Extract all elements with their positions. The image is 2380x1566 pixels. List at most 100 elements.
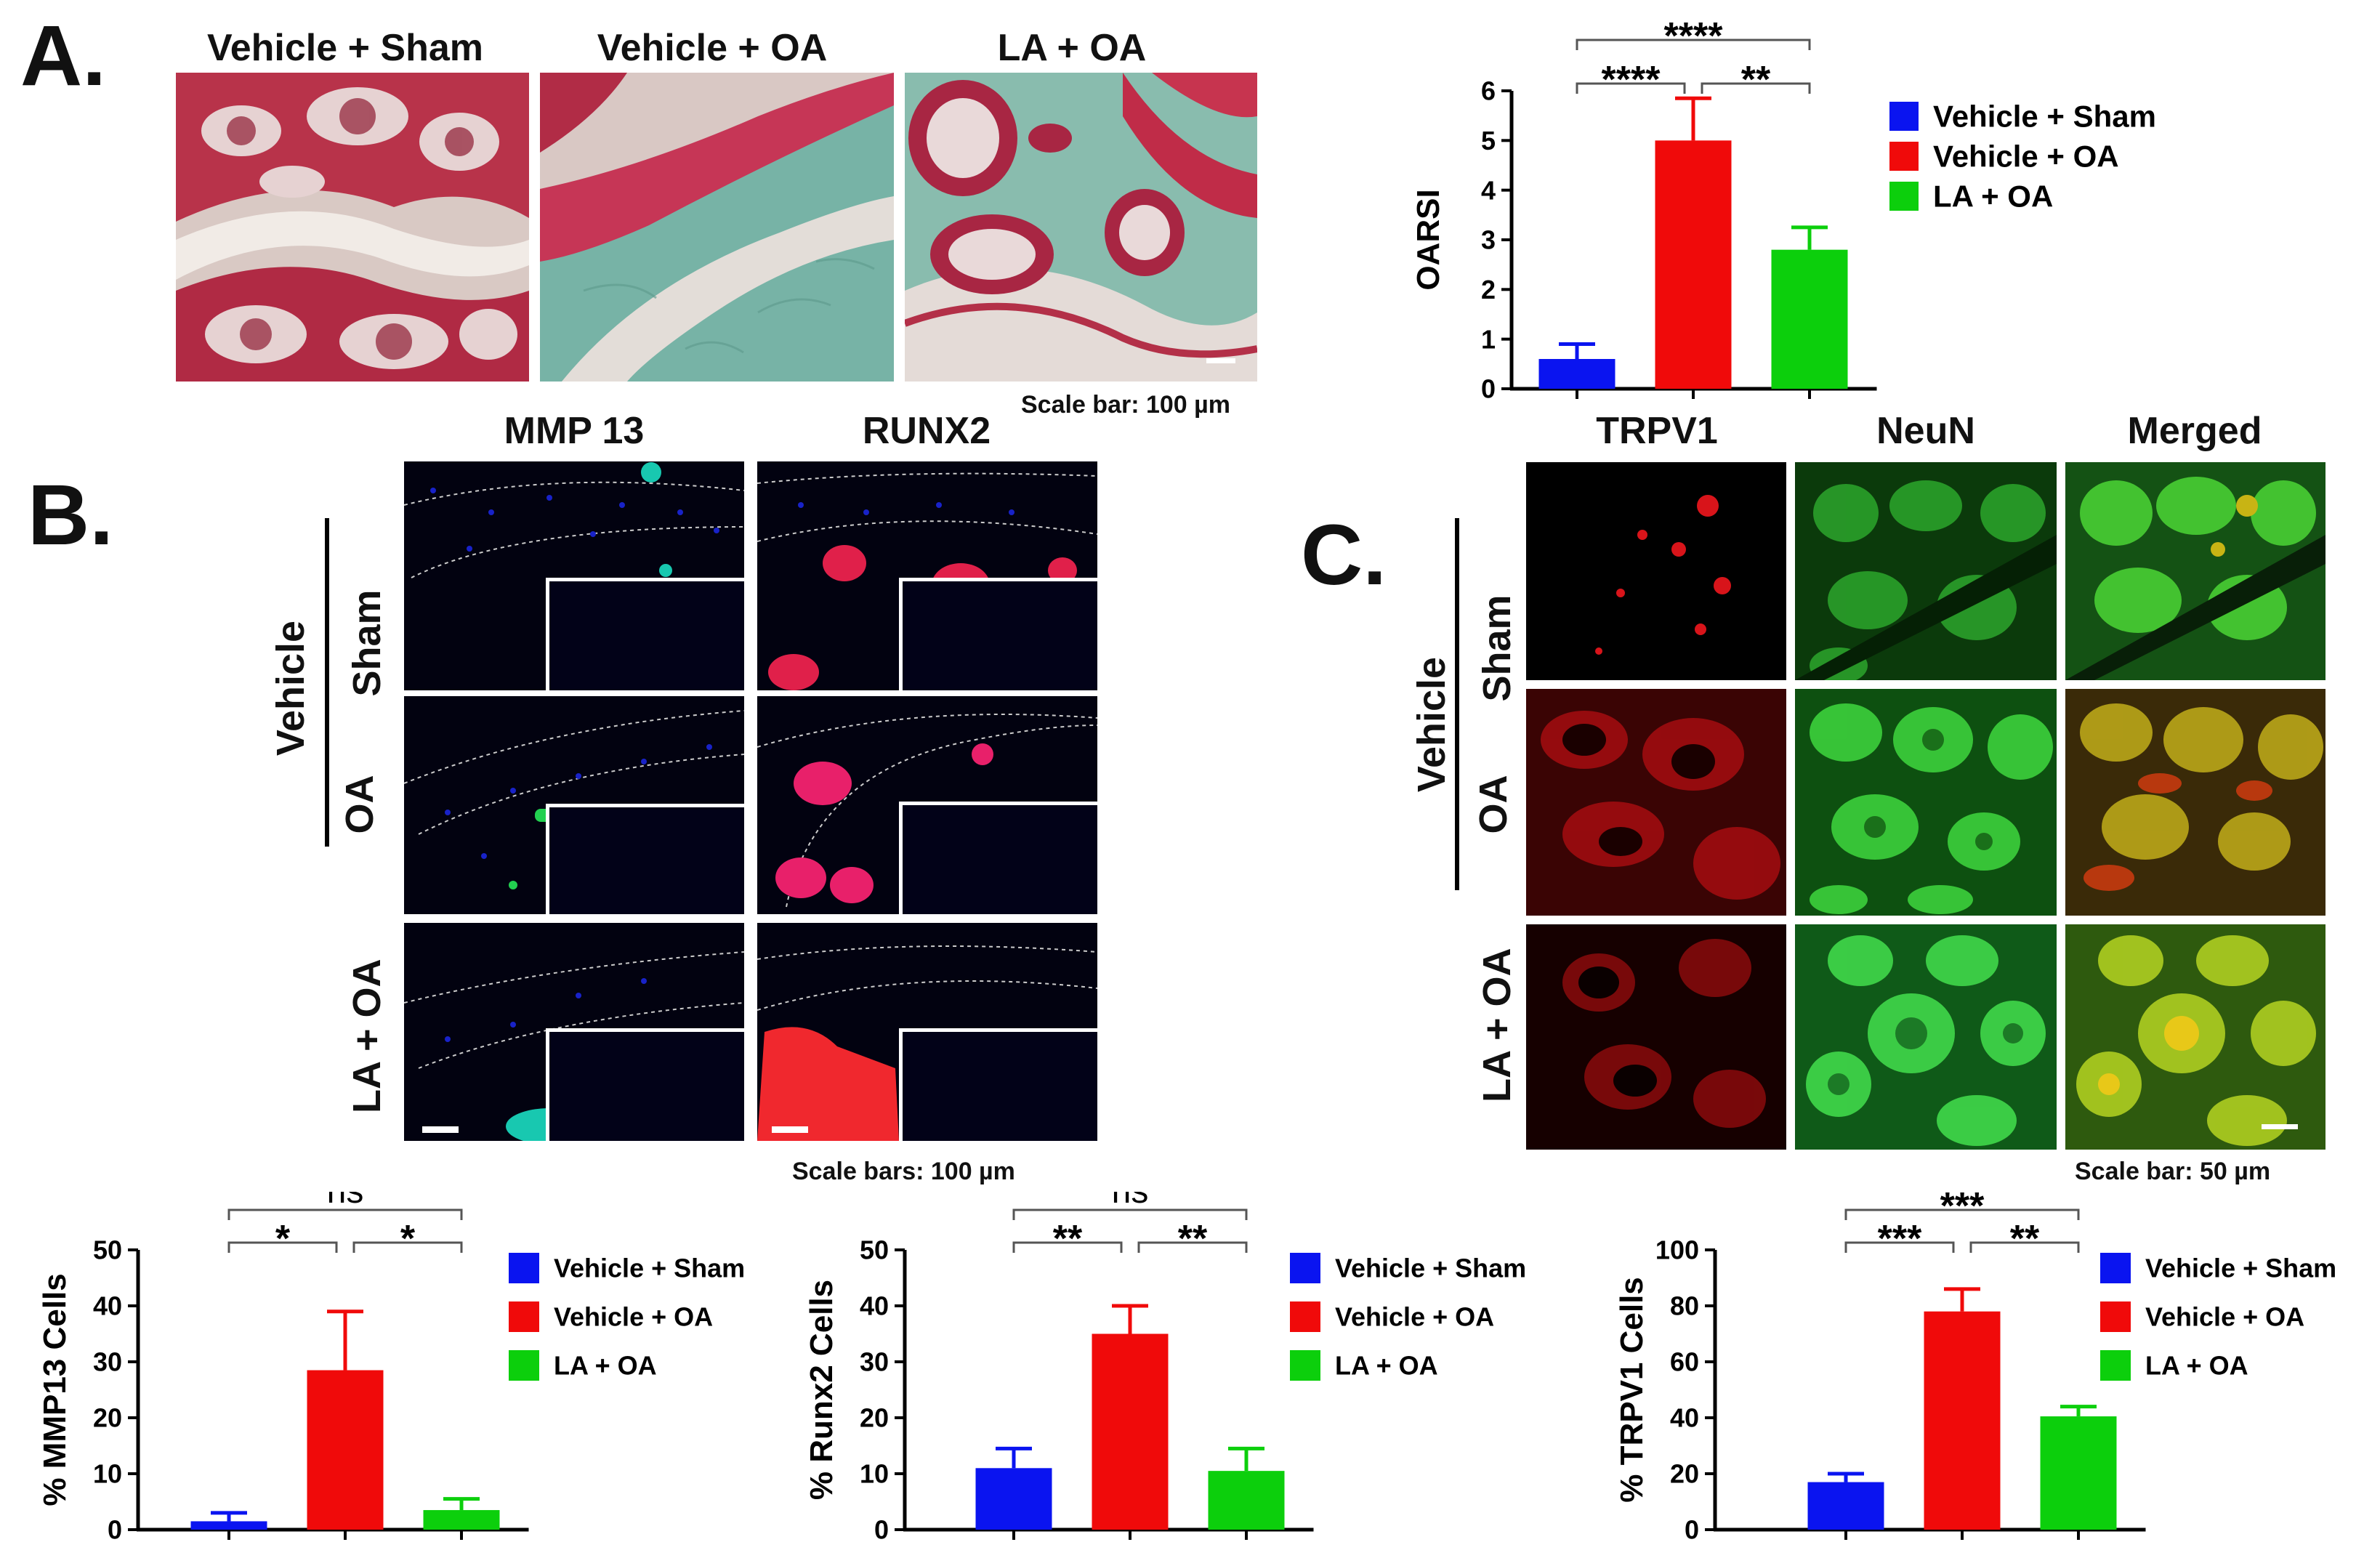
legend-label: Vehicle + Sham bbox=[554, 1254, 745, 1283]
neun-image-sham bbox=[1795, 462, 2057, 680]
significance-bracket bbox=[1012, 1208, 1248, 1220]
y-tick-label: 100 bbox=[1655, 1235, 1699, 1265]
panel-c-column-title: Merged bbox=[2127, 410, 2262, 452]
bar bbox=[1538, 359, 1615, 389]
y-tick-label: 30 bbox=[860, 1347, 889, 1377]
legend-label: Vehicle + Sham bbox=[1933, 100, 2156, 134]
significance-label: *** bbox=[1878, 1218, 1922, 1260]
y-tick-label: 50 bbox=[860, 1235, 889, 1265]
y-tick-label: 5 bbox=[1481, 126, 1496, 156]
significance-label: ns bbox=[327, 1192, 364, 1211]
bar bbox=[190, 1521, 267, 1530]
bar bbox=[307, 1370, 384, 1530]
trpv1-image-oa bbox=[1526, 689, 1786, 916]
scale-bar bbox=[422, 1126, 459, 1133]
significance-bracket bbox=[1844, 1208, 2080, 1220]
histology-image-vehicle-sham bbox=[176, 73, 529, 382]
y-axis-label: OARSI bbox=[1411, 189, 1446, 290]
legend-label: LA + OA bbox=[554, 1351, 657, 1381]
panel-c-row-label: Sham bbox=[1475, 594, 1519, 702]
legend-label: Vehicle + OA bbox=[2145, 1302, 2304, 1332]
panel-a-column-title: Vehicle + OA bbox=[597, 27, 828, 69]
y-tick-label: 40 bbox=[93, 1291, 122, 1321]
significance-bracket bbox=[1969, 1241, 2080, 1253]
legend-swatch bbox=[509, 1253, 539, 1283]
significance-bracket bbox=[1137, 1241, 1248, 1253]
y-tick-label: 20 bbox=[1670, 1459, 1699, 1489]
significance-label: ** bbox=[1178, 1218, 1208, 1260]
significance-bracket bbox=[227, 1208, 463, 1220]
panel-b-group-bracket bbox=[325, 518, 329, 847]
legend-swatch bbox=[1889, 102, 1919, 131]
legend-swatch bbox=[1290, 1301, 1320, 1332]
scale-bar bbox=[1206, 358, 1235, 363]
bar bbox=[1771, 249, 1848, 389]
significance-bracket bbox=[227, 1241, 338, 1253]
bar bbox=[1924, 1311, 2001, 1530]
y-tick-label: 0 bbox=[108, 1515, 122, 1545]
runx2-image-la-oa bbox=[757, 923, 1097, 1141]
neun-image-oa bbox=[1795, 689, 2057, 916]
legend-swatch bbox=[2100, 1301, 2131, 1332]
panel-b-group-label: Vehicle bbox=[269, 620, 312, 756]
panel-b-row-label: LA + OA bbox=[345, 958, 389, 1113]
legend-swatch bbox=[2100, 1253, 2131, 1283]
scale-bar bbox=[2262, 1124, 2298, 1129]
neun-image-la-oa bbox=[1795, 924, 2057, 1150]
y-tick-label: 2 bbox=[1481, 275, 1496, 304]
y-tick-label: 20 bbox=[93, 1403, 122, 1433]
panel-b-letter: B. bbox=[28, 467, 113, 563]
legend-label: LA + OA bbox=[2145, 1351, 2248, 1381]
panel-c-column-title: NeuN bbox=[1876, 410, 1975, 452]
mmp13-image-sham bbox=[404, 461, 744, 690]
trpv1-image-sham bbox=[1526, 462, 1786, 680]
y-axis-label: % Runx2 Cells bbox=[804, 1280, 839, 1500]
legend-swatch bbox=[2100, 1350, 2131, 1381]
mmp13-image-oa bbox=[404, 696, 744, 914]
panel-a-column-title: LA + OA bbox=[997, 27, 1147, 69]
significance-label: **** bbox=[1602, 59, 1661, 101]
bar bbox=[975, 1468, 1052, 1530]
legend-label: Vehicle + Sham bbox=[2145, 1254, 2336, 1283]
y-tick-label: 10 bbox=[93, 1459, 122, 1489]
y-tick-label: 60 bbox=[1670, 1347, 1699, 1377]
histology-image-vehicle-oa bbox=[540, 73, 894, 382]
y-tick-label: 10 bbox=[860, 1459, 889, 1489]
panel-c-scale-text: Scale bar: 50 µm bbox=[2075, 1158, 2271, 1185]
trpv1-image-la-oa bbox=[1526, 924, 1786, 1150]
y-axis-label: % TRPV1 Cells bbox=[1614, 1277, 1650, 1503]
runx2-image-sham bbox=[757, 461, 1097, 690]
panel-a-letter: A. bbox=[20, 8, 106, 104]
legend-label: Vehicle + OA bbox=[1335, 1302, 1494, 1332]
runx2-chart: 0 10 20 30 40 50 % Runx2 Cells ** ** ns Vehicle + … bbox=[770, 1172, 1570, 1562]
merged-image-la-oa bbox=[2065, 924, 2325, 1150]
histology-image-la-oa bbox=[905, 73, 1257, 382]
legend-swatch bbox=[1290, 1253, 1320, 1283]
panel-a-scale-text: Scale bar: 100 µm bbox=[1021, 391, 1230, 419]
panel-b-column-title: MMP 13 bbox=[504, 410, 645, 452]
significance-bracket bbox=[1012, 1241, 1123, 1253]
y-tick-label: 40 bbox=[1670, 1403, 1699, 1433]
panel-a-column-title: Vehicle + Sham bbox=[206, 27, 484, 69]
y-tick-label: 50 bbox=[93, 1235, 122, 1265]
y-tick-label: 3 bbox=[1481, 225, 1496, 255]
y-tick-label: 80 bbox=[1670, 1291, 1699, 1321]
bar bbox=[1807, 1482, 1884, 1530]
legend-label: Vehicle + Sham bbox=[1335, 1254, 1526, 1283]
legend-label: Vehicle + OA bbox=[554, 1302, 713, 1332]
y-tick-label: 4 bbox=[1481, 175, 1496, 205]
panel-c-group-bracket bbox=[1455, 518, 1459, 890]
significance-label: ** bbox=[1053, 1218, 1083, 1260]
significance-label: * bbox=[400, 1218, 416, 1260]
panel-c-group-label: Vehicle bbox=[1410, 656, 1453, 793]
bar bbox=[1655, 140, 1732, 390]
scale-bar bbox=[772, 1126, 808, 1133]
y-tick-label: 20 bbox=[860, 1403, 889, 1433]
significance-label: **** bbox=[1664, 15, 1724, 57]
y-axis-label: % MMP13 Cells bbox=[37, 1273, 73, 1506]
y-tick-label: 6 bbox=[1481, 76, 1496, 106]
significance-bracket bbox=[1844, 1241, 1955, 1253]
legend-swatch bbox=[509, 1350, 539, 1381]
bar bbox=[1208, 1471, 1285, 1530]
panel-c-letter: C. bbox=[1301, 507, 1387, 603]
